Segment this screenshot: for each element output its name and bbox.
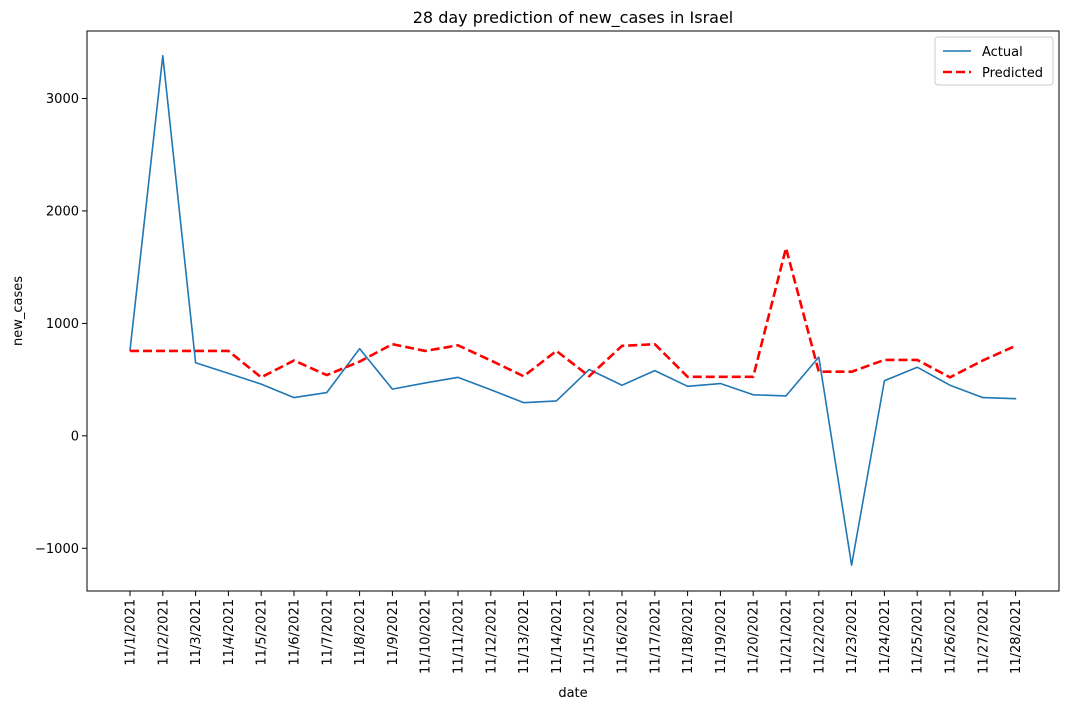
y-tick-label: 1000: [46, 317, 79, 332]
x-axis: 11/1/2021 11/2/2021 11/3/2021 11/4/2021 11/5…: [124, 591, 1024, 674]
x-tick-label: 11/25/2021: [911, 599, 926, 674]
x-tick-label: 11/24/2021: [878, 599, 893, 674]
y-tick-label: 0: [71, 429, 79, 444]
y-axis-label: new_cases: [11, 276, 26, 346]
x-tick-label: 11/21/2021: [780, 599, 795, 674]
x-tick-label: 11/2/2021: [156, 599, 171, 666]
x-tick-label: 11/23/2021: [845, 599, 860, 674]
x-tick-label: 11/4/2021: [222, 599, 237, 666]
x-tick-label: 11/20/2021: [747, 599, 762, 674]
series-layer: [129, 54, 1017, 566]
x-tick-label: 11/15/2021: [583, 599, 598, 674]
y-tick-label: 3000: [46, 92, 79, 107]
x-tick-label: 11/26/2021: [944, 599, 959, 674]
x-tick-label: 11/7/2021: [320, 599, 335, 666]
x-tick-label: 11/1/2021: [124, 599, 139, 666]
series-line-actual: [129, 54, 1017, 566]
legend: Actual Predicted: [934, 36, 1054, 86]
x-tick-label: 11/8/2021: [353, 599, 368, 666]
x-tick-label: 11/10/2021: [419, 599, 434, 674]
x-tick-label: 11/3/2021: [189, 599, 204, 666]
x-tick-label: 11/18/2021: [681, 599, 696, 674]
y-axis: −1000 0 1000 2000 3000: [35, 92, 87, 557]
legend-label-actual: Actual: [982, 45, 1023, 60]
plot-frame: [86, 30, 1060, 592]
x-tick-label: 11/12/2021: [484, 599, 499, 674]
legend-label-predicted: Predicted: [982, 66, 1043, 81]
x-tick-label: 11/28/2021: [1009, 599, 1024, 674]
x-tick-label: 11/22/2021: [812, 599, 827, 674]
series-line-predicted: [130, 246, 1017, 379]
x-tick-label: 11/6/2021: [288, 599, 303, 666]
x-tick-label: 11/17/2021: [648, 599, 663, 674]
x-axis-label: date: [558, 686, 587, 701]
chart-title: 28 day prediction of new_cases in Israel: [413, 8, 734, 28]
x-tick-label: 11/9/2021: [386, 599, 401, 666]
x-tick-label: 11/19/2021: [714, 599, 729, 674]
x-tick-label: 11/13/2021: [517, 599, 532, 674]
x-tick-label: 11/16/2021: [616, 599, 631, 674]
plot-area: [87, 31, 1059, 591]
x-tick-label: 11/27/2021: [976, 599, 991, 674]
x-tick-label: 11/5/2021: [255, 599, 270, 666]
x-tick-label: 11/14/2021: [550, 599, 565, 674]
y-tick-label: 2000: [46, 204, 79, 219]
y-tick-label: −1000: [35, 542, 79, 557]
x-tick-label: 11/11/2021: [452, 599, 467, 674]
